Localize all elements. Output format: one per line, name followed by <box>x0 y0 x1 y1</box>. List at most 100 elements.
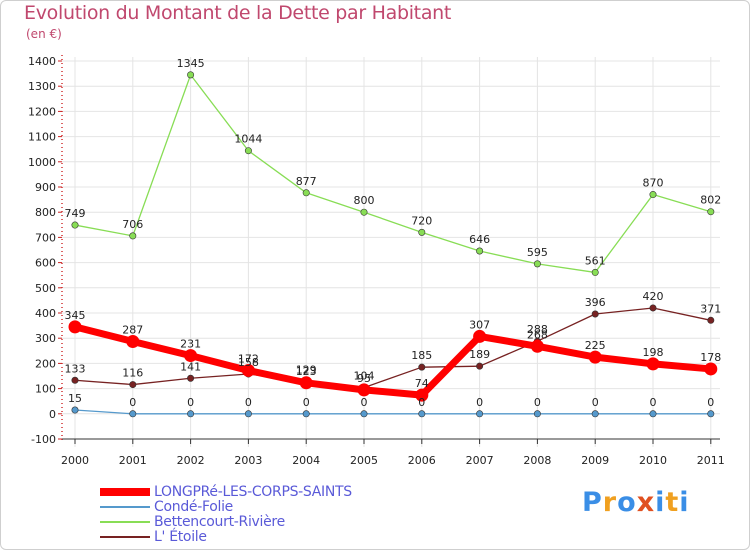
data-label: 720 <box>411 214 432 227</box>
data-point <box>588 350 602 364</box>
y-tick-label: 1000 <box>28 156 56 169</box>
data-label: 877 <box>296 175 317 188</box>
data-label: 189 <box>469 348 490 361</box>
data-label: 95 <box>357 372 371 385</box>
data-label: 0 <box>303 396 310 409</box>
data-label: 420 <box>643 290 664 303</box>
data-label: 129 <box>296 363 317 376</box>
brand-letter: P <box>582 487 603 518</box>
data-label: 0 <box>650 396 657 409</box>
data-label: 749 <box>65 207 86 220</box>
data-point <box>476 247 484 255</box>
data-point <box>649 191 657 199</box>
y-tick-label: 1400 <box>28 55 56 68</box>
data-point <box>244 410 252 418</box>
data-point <box>71 376 79 384</box>
data-label: 800 <box>354 194 375 207</box>
y-tick-label: 1300 <box>28 80 56 93</box>
series-line-3 <box>74 307 712 389</box>
y-tick-label: 1200 <box>28 105 56 118</box>
data-label: 0 <box>245 396 252 409</box>
legend-label: Bettencourt-Rivière <box>154 514 285 530</box>
data-point <box>129 381 137 389</box>
data-label: 802 <box>700 194 721 207</box>
y-tick-label: 200 <box>35 357 56 370</box>
data-point <box>476 362 484 370</box>
data-label: 646 <box>469 233 490 246</box>
data-label: 0 <box>592 396 599 409</box>
x-tick-label: 2005 <box>350 454 378 467</box>
legend-swatch <box>100 521 150 523</box>
y-tick-label: 800 <box>35 206 56 219</box>
data-point <box>299 376 313 390</box>
y-tick-label: 1100 <box>28 131 56 144</box>
legend-swatch <box>100 506 150 508</box>
y-tick-label: 400 <box>35 307 56 320</box>
data-label: 287 <box>122 323 143 336</box>
x-tick-label: 2008 <box>523 454 551 467</box>
data-label: 1345 <box>177 57 205 70</box>
data-point <box>360 208 368 216</box>
data-label: 561 <box>585 254 606 267</box>
data-point <box>241 363 255 377</box>
data-label: 231 <box>180 338 201 351</box>
data-label: 74 <box>415 377 429 390</box>
data-point <box>418 410 426 418</box>
data-point <box>415 388 429 402</box>
series-line-1 <box>74 409 712 415</box>
y-tick-label: 300 <box>35 332 56 345</box>
legend-swatch <box>100 536 150 538</box>
data-label: 0 <box>187 396 194 409</box>
chart-title: Evolution du Montant de la Dette par Hab… <box>24 2 452 24</box>
legend-label: Condé-Folie <box>154 499 233 515</box>
data-label: 185 <box>411 349 432 362</box>
chart-unit-label: (en €) <box>26 27 62 41</box>
data-label: 595 <box>527 246 548 259</box>
data-point <box>707 410 715 418</box>
brand-letter: x <box>636 487 656 518</box>
x-tick-label: 2006 <box>408 454 436 467</box>
data-label: 0 <box>129 396 136 409</box>
data-point <box>591 310 599 318</box>
data-point <box>704 362 718 376</box>
data-label: 0 <box>707 396 714 409</box>
brand-letter: r <box>602 487 618 518</box>
x-tick-label: 2004 <box>292 454 320 467</box>
data-label: 0 <box>534 396 541 409</box>
x-tick-label: 2000 <box>61 454 89 467</box>
data-point <box>71 221 79 229</box>
data-label: 0 <box>361 396 368 409</box>
brand-letter: i <box>655 487 666 518</box>
y-tick-label: 100 <box>35 383 56 396</box>
data-point <box>244 147 252 155</box>
data-label: 288 <box>527 323 548 336</box>
data-point <box>533 260 541 268</box>
data-point <box>649 410 657 418</box>
y-tick-label: 0 <box>49 408 56 421</box>
data-label: 225 <box>585 339 606 352</box>
data-point <box>473 329 487 343</box>
data-label: 870 <box>643 177 664 190</box>
data-label: 396 <box>585 296 606 309</box>
data-point <box>360 410 368 418</box>
data-point <box>707 316 715 324</box>
data-point <box>184 349 198 363</box>
brand-letter: o <box>617 487 637 518</box>
data-point <box>357 383 371 397</box>
y-tick-label: 700 <box>35 231 56 244</box>
series-line-2 <box>74 74 712 274</box>
data-point <box>129 410 137 418</box>
brand-letter: i <box>679 487 690 518</box>
data-label: 0 <box>476 396 483 409</box>
data-label: 706 <box>122 218 143 231</box>
data-point <box>187 374 195 382</box>
x-tick-label: 2007 <box>466 454 494 467</box>
data-label: 116 <box>122 367 143 380</box>
data-point <box>646 357 660 371</box>
x-tick-label: 2011 <box>697 454 725 467</box>
x-tick-label: 2001 <box>119 454 147 467</box>
data-label: 141 <box>180 360 201 373</box>
data-label: 178 <box>700 351 721 364</box>
